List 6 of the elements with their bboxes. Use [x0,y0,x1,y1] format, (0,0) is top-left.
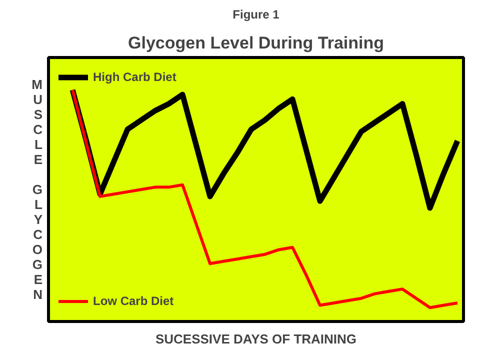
legend-label: Low Carb Diet [93,294,174,308]
chart-title: Glycogen Level During Training [128,34,384,52]
text: MUSCLE GLYCOGEN [32,77,43,302]
x-axis-title: SUCESSIVE DAYS OF TRAINING [155,332,357,346]
caption: Figure 1 [232,8,280,22]
legend-label: High Carb Diet [93,70,176,84]
